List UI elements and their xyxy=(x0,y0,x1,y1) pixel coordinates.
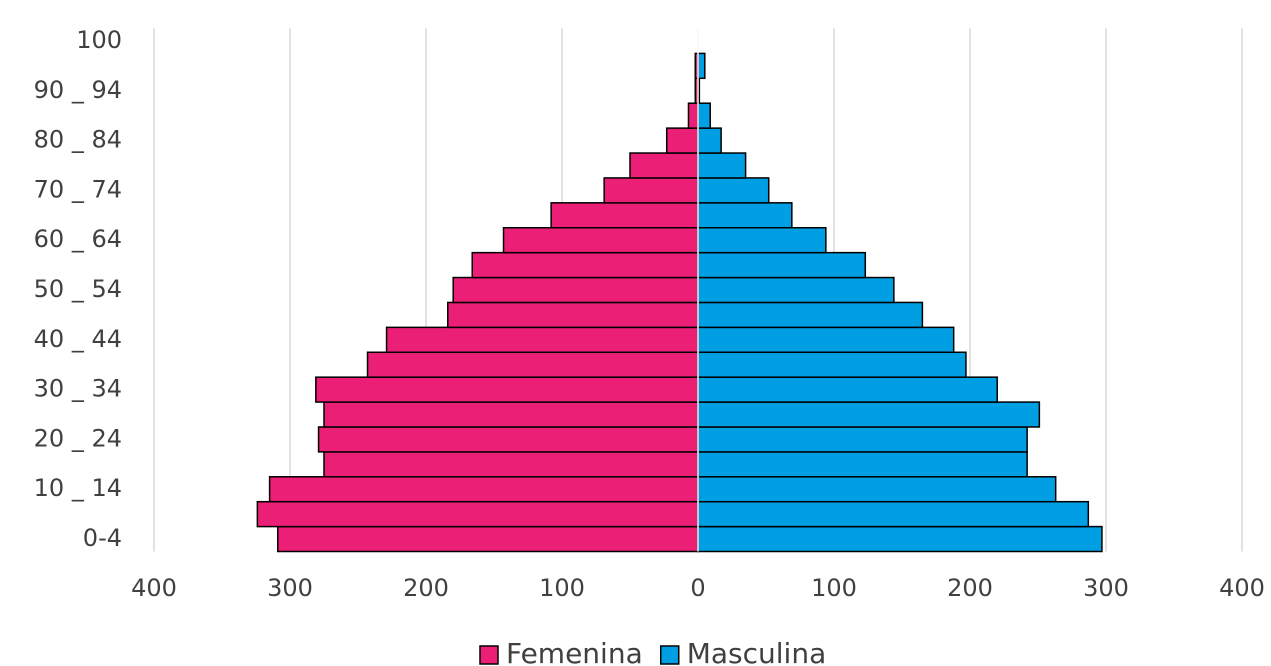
bar xyxy=(697,500,1090,528)
bar xyxy=(697,476,1057,503)
bar xyxy=(317,426,699,453)
bar xyxy=(697,351,967,378)
x-tick-label: 0 xyxy=(690,574,705,602)
legend: Femenina Masculina xyxy=(479,637,827,666)
x-tick-label: 200 xyxy=(403,574,449,602)
legend-label: Masculina xyxy=(687,637,827,666)
y-tick-label: 20 _ 24 xyxy=(34,424,122,452)
legend-swatch xyxy=(659,645,680,665)
bar xyxy=(452,276,699,304)
bar xyxy=(502,226,699,254)
bar xyxy=(697,251,867,279)
x-tick-label: 300 xyxy=(267,574,313,602)
bar xyxy=(603,177,699,204)
legend-swatch xyxy=(479,645,499,665)
y-tick-label: 80 _ 84 xyxy=(34,126,122,154)
bar xyxy=(550,202,699,229)
bar xyxy=(697,376,998,403)
bar xyxy=(697,276,895,304)
bar xyxy=(697,102,711,129)
x-tick-label: 100 xyxy=(539,574,585,602)
y-tick-label: 0-4 xyxy=(83,524,122,552)
bar xyxy=(256,500,699,528)
bar xyxy=(697,301,924,329)
bar xyxy=(385,326,699,354)
bar xyxy=(697,127,722,154)
x-tick-label: 200 xyxy=(947,574,993,602)
bar xyxy=(366,351,699,378)
bar xyxy=(447,301,699,329)
legend-label: Femenina xyxy=(506,637,643,666)
x-tick-label: 400 xyxy=(1219,574,1265,602)
y-tick-label: 10 _ 14 xyxy=(34,474,122,502)
bar xyxy=(315,376,699,403)
y-tick-label: 40 _ 44 xyxy=(34,325,122,353)
bar xyxy=(471,251,699,279)
bar xyxy=(665,127,699,154)
bar xyxy=(629,152,699,179)
bar xyxy=(697,426,1028,453)
bar xyxy=(697,451,1028,478)
y-tick-label: 30 _ 34 xyxy=(34,375,122,403)
y-tick-label: 60 _ 64 xyxy=(34,225,122,253)
bar xyxy=(697,177,770,204)
y-tick-label: 100 xyxy=(76,26,122,54)
bar xyxy=(323,451,699,478)
y-tick-label: 50 _ 54 xyxy=(34,275,122,303)
y-tick-label: 90 _ 94 xyxy=(34,76,122,104)
bar xyxy=(687,102,699,129)
bar xyxy=(268,476,699,503)
x-tick-label: 300 xyxy=(1083,574,1129,602)
bar xyxy=(697,525,1103,553)
bar xyxy=(697,152,747,179)
bar xyxy=(697,202,793,229)
x-tick-label: 100 xyxy=(811,574,857,602)
bar xyxy=(697,52,706,80)
bar xyxy=(697,226,827,254)
y-tick-label: 70 _ 74 xyxy=(34,175,122,203)
bar xyxy=(277,525,699,553)
bar xyxy=(323,401,699,428)
bar xyxy=(697,326,955,354)
bar xyxy=(697,401,1041,428)
x-tick-label: 400 xyxy=(131,574,177,602)
